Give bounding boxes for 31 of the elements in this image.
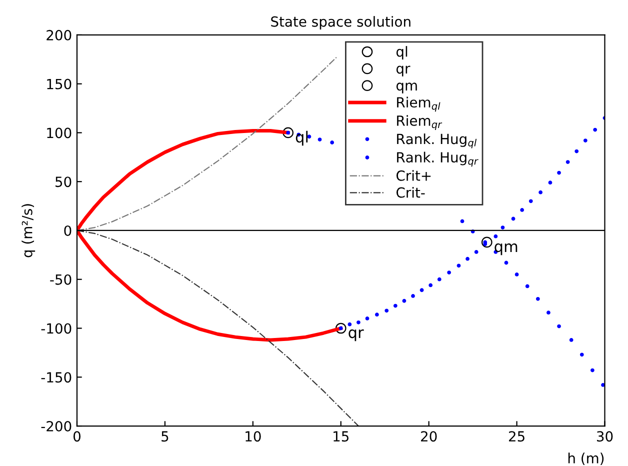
x-tick-label: 15 (334, 431, 348, 442)
y-tick-label: -150 (41, 372, 72, 383)
chart-title: State space solution (271, 16, 410, 30)
y-tick-label: 100 (47, 128, 72, 138)
legend-label: ql (396, 46, 408, 60)
annotation: qm (494, 243, 518, 256)
y-tick-label: -200 (41, 420, 72, 432)
annotation: qr (348, 329, 364, 342)
x-tick-label: 25 (508, 431, 524, 442)
legend-label: qm (396, 82, 417, 94)
x-axis-title: h (m) (568, 452, 604, 466)
y-tick-label: -50 (50, 274, 72, 285)
annotation: ql (296, 130, 308, 146)
y-tick-label: 50 (56, 176, 72, 188)
y-tick-label: -100 (41, 323, 72, 334)
x-tick-label: 30 (596, 431, 613, 442)
legend-label: Crit+ (396, 170, 431, 181)
x-tick-label: 10 (246, 431, 261, 442)
x-tick-label: 20 (421, 431, 437, 442)
x-tick-label: 5 (162, 431, 168, 442)
legend-label: Riem$_{qr}$ (397, 115, 442, 130)
y-tick-label: 0 (64, 225, 72, 236)
x-tick-label: 0 (73, 431, 80, 442)
legend-label: Rank. Hug$_{qr}$ (397, 152, 478, 167)
legend-label: Crit- (396, 187, 425, 198)
legend-label: qr (396, 66, 410, 76)
y-tick-label: 200 (46, 30, 72, 40)
legend-label: Rank. Hug$_{ql}$ (397, 133, 477, 148)
legend-label: Riem$_{ql}$ (397, 96, 440, 112)
y-tick-label: 150 (47, 78, 72, 90)
y-axis-title: q (m²/s) (22, 204, 36, 258)
